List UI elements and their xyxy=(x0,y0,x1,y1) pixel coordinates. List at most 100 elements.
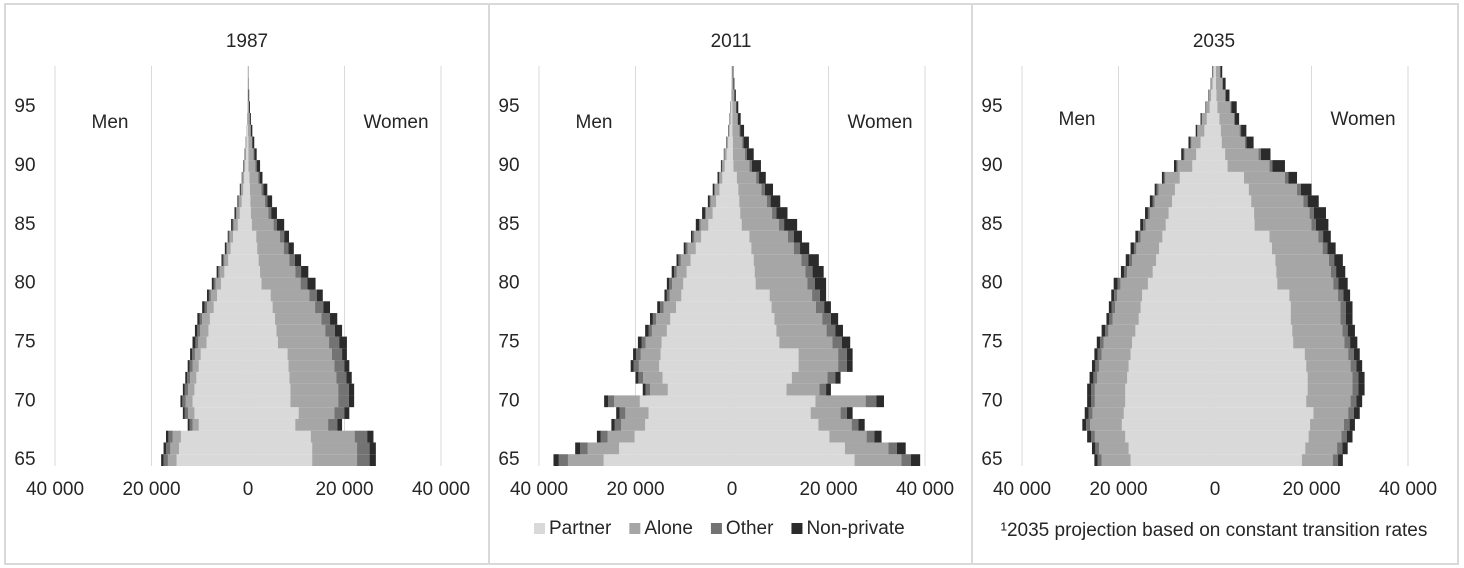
legend-label: Non-private xyxy=(806,518,904,539)
bar-segment xyxy=(1251,195,1304,208)
bar-segment xyxy=(712,207,732,219)
bar-segment xyxy=(1215,266,1277,278)
bar-segment xyxy=(1196,148,1215,161)
bar-segment xyxy=(683,242,686,255)
bar-segment xyxy=(771,301,816,314)
bar-segment xyxy=(1342,324,1348,337)
bar-segment xyxy=(1272,160,1285,172)
bar-segment xyxy=(1348,407,1354,419)
bar-segment xyxy=(1328,254,1335,266)
bar-segment xyxy=(1333,277,1339,290)
bar-segment xyxy=(344,360,350,372)
bar-segment xyxy=(732,407,811,419)
bar-segment xyxy=(188,407,195,419)
bar-segment xyxy=(835,371,841,384)
bar-segment xyxy=(732,430,830,443)
bar-segment xyxy=(215,277,221,290)
bar-segment xyxy=(248,336,278,349)
bar-segment xyxy=(553,454,559,466)
bar-segment xyxy=(1095,360,1100,372)
bar-segment xyxy=(676,301,732,314)
bar-segment xyxy=(300,277,308,290)
bar-segment xyxy=(261,183,264,196)
bar-segment xyxy=(1276,266,1331,278)
bar-segment xyxy=(1307,383,1353,396)
bar-segment xyxy=(1130,242,1134,255)
y-tick-label: 80 xyxy=(498,273,519,294)
bar-segment xyxy=(1133,242,1137,255)
bar-segment xyxy=(826,324,836,337)
bar-segment xyxy=(1132,254,1157,266)
bar-segment xyxy=(695,218,700,231)
bar-segment xyxy=(307,277,316,290)
bar-segment xyxy=(237,218,248,231)
bar-segment xyxy=(1206,113,1215,125)
x-tick-label: 20 000 xyxy=(1089,479,1147,500)
bar-segment xyxy=(732,289,770,302)
bar-segment xyxy=(245,160,248,172)
bar-segment xyxy=(168,430,173,443)
bar-segment xyxy=(227,230,229,243)
bar-segment xyxy=(700,218,709,231)
bar-segment xyxy=(1090,395,1095,408)
bar-segment xyxy=(1165,171,1180,184)
bar-segment xyxy=(1277,277,1334,290)
bar-segment xyxy=(190,348,193,361)
legend-swatch xyxy=(629,523,641,534)
bar-segment xyxy=(1094,348,1098,361)
bar-segment xyxy=(1215,89,1217,102)
bar-segment xyxy=(1258,148,1261,161)
bar-segment xyxy=(1219,113,1234,125)
bar-segment xyxy=(1215,66,1216,78)
bar-segment xyxy=(1115,301,1141,314)
bar-segment xyxy=(724,148,727,161)
y-tick-label: 85 xyxy=(14,214,35,235)
bar-segment xyxy=(1190,136,1192,149)
bar-segment xyxy=(187,371,191,384)
bar-segment xyxy=(163,442,166,455)
bar-segment xyxy=(702,207,705,219)
bar-segment xyxy=(635,371,639,384)
bar-segment xyxy=(276,218,285,231)
bar-segment xyxy=(248,183,250,196)
bar-segment xyxy=(567,454,604,466)
bar-segment xyxy=(1092,407,1124,419)
bar-segment xyxy=(596,430,601,443)
bar-segment xyxy=(753,254,802,266)
bar-segment xyxy=(248,242,258,255)
bar-segment xyxy=(866,430,875,443)
bar-segment xyxy=(1172,195,1215,208)
bar-segment xyxy=(1349,418,1355,431)
bar-segment xyxy=(732,66,734,78)
bar-segment xyxy=(275,313,322,325)
x-tick-label: 40 000 xyxy=(26,479,84,500)
bar-segment xyxy=(295,266,302,278)
bar-segment xyxy=(641,336,646,349)
bar-segment xyxy=(815,395,866,408)
bar-segment xyxy=(192,395,248,408)
bar-segment xyxy=(800,242,810,255)
y-tick-label: 75 xyxy=(14,331,35,352)
bar-segment xyxy=(1322,242,1328,255)
bar-segment xyxy=(732,89,735,102)
bar-segment xyxy=(1215,383,1308,396)
bar-segment xyxy=(197,313,200,325)
bar-segment xyxy=(678,254,681,266)
bar-segment xyxy=(732,101,736,114)
bar-segment xyxy=(354,430,368,443)
bar-segment xyxy=(1356,360,1363,372)
bar-segment xyxy=(798,348,839,361)
bar-segment xyxy=(209,313,248,325)
bar-segment xyxy=(298,407,335,419)
bar-segment xyxy=(827,371,836,384)
bar-segment xyxy=(745,148,747,161)
bar-segment xyxy=(1201,113,1207,125)
bar-segment xyxy=(1094,395,1126,408)
bar-segment xyxy=(645,324,649,337)
y-tick-label: 65 xyxy=(498,449,519,470)
bar-segment xyxy=(663,301,677,314)
bar-segment xyxy=(1101,454,1131,466)
bar-segment xyxy=(1215,242,1272,255)
bar-segment xyxy=(187,418,190,431)
bar-segment xyxy=(1091,360,1096,372)
